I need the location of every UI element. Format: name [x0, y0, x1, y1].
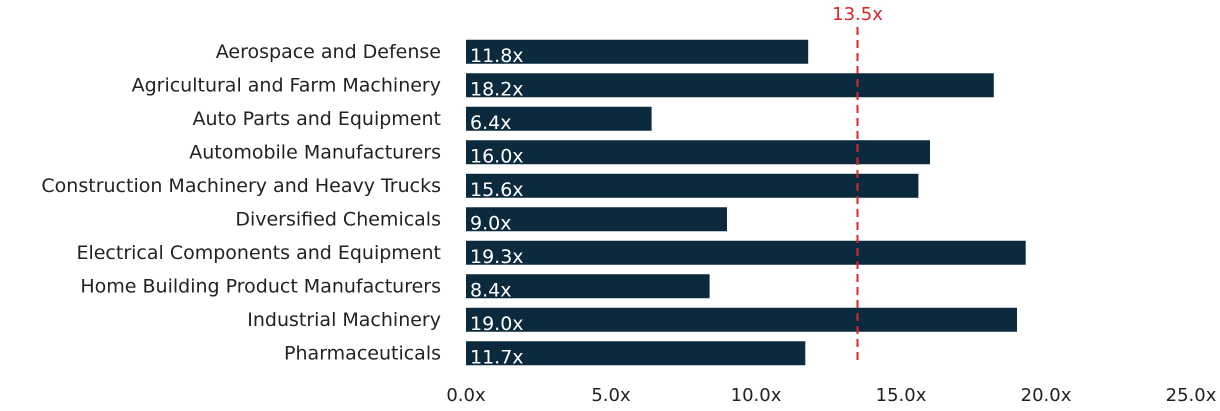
x-axis-tick-label: 0.0x [446, 385, 486, 406]
category-label: Diversified Chemicals [235, 208, 441, 230]
bar-value-label: 16.0x [470, 145, 524, 167]
bar [466, 140, 930, 165]
bar [466, 73, 994, 98]
x-axis-tick-label: 20.0x [1021, 385, 1072, 406]
bar-value-label: 8.4x [470, 279, 511, 301]
bar [466, 39, 809, 64]
bar-value-label: 18.2x [470, 78, 524, 100]
bar-value-label: 11.8x [470, 45, 524, 67]
bar-value-label: 19.3x [470, 246, 524, 268]
category-label: Automobile Manufacturers [189, 141, 441, 163]
category-label: Construction Machinery and Heavy Trucks [41, 175, 441, 197]
x-axis-tick-label: 10.0x [731, 385, 782, 406]
category-label: Electrical Components and Equipment [76, 242, 441, 264]
x-axis-tick-label: 15.0x [876, 385, 927, 406]
bar [466, 274, 710, 299]
category-labels-group: Aerospace and Defense Agricultural and Fa… [41, 41, 441, 365]
bar-value-label: 19.0x [470, 313, 524, 335]
value-labels-group: 11.8x 18.2x 6.4x 16.0x 15.6x 9.0x 19.3x 8.4x 19.… [470, 45, 524, 369]
category-label: Home Building Product Manufacturers [80, 275, 441, 297]
bar-value-label: 11.7x [470, 346, 524, 368]
x-axis-tick-label: 25.0x [1166, 385, 1217, 406]
reference-line-label: 13.5x [832, 4, 883, 25]
bar-value-label: 15.6x [470, 179, 524, 201]
category-label: Pharmaceuticals [284, 342, 441, 364]
bar-value-label: 9.0x [470, 212, 511, 234]
category-label: Agricultural and Farm Machinery [132, 74, 441, 96]
category-label: Auto Parts and Equipment [192, 108, 441, 130]
category-label: Aerospace and Defense [216, 41, 441, 63]
bars-group [466, 39, 1026, 366]
bar-value-label: 6.4x [470, 112, 511, 134]
x-axis-ticks-group: 0.0x 5.0x 10.0x 15.0x 20.0x 25.0x [446, 385, 1216, 406]
bar [466, 240, 1026, 265]
bar [466, 106, 652, 131]
category-label: Industrial Machinery [247, 309, 441, 331]
bar [466, 173, 919, 198]
bar [466, 341, 806, 366]
x-axis-tick-label: 5.0x [591, 385, 631, 406]
reference-line-group: 13.5x [832, 4, 883, 362]
bar [466, 307, 1017, 332]
bar [466, 207, 727, 232]
